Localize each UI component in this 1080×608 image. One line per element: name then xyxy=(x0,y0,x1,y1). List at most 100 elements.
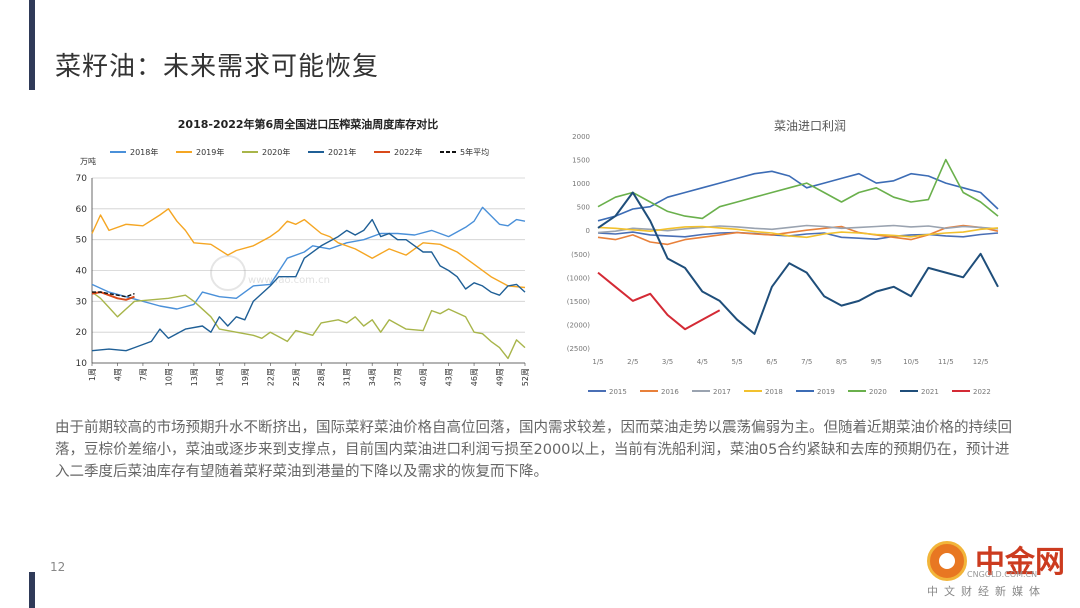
legend-item: 2022年 xyxy=(374,147,422,157)
legend-label: 2019年 xyxy=(196,147,224,157)
y-tick-label: 20 xyxy=(76,328,88,338)
x-tick-label: 4周 xyxy=(113,368,122,381)
x-tick-label: 37周 xyxy=(394,368,403,386)
import-profit-line-chart: 菜油进口利润 2000 1500 1000 500 0 (500) (1000) (1500) (… xyxy=(567,119,999,396)
x-tick-label: 31周 xyxy=(343,368,352,386)
watermark-logo-icon xyxy=(210,255,246,291)
legend-item: 2018 xyxy=(744,388,783,396)
x-tick-label: 4/5 xyxy=(697,358,708,366)
watermark-text: www.fao.com.cn xyxy=(248,275,330,286)
legend-label: 2022 xyxy=(973,388,991,396)
legend-item: 5年平均 xyxy=(440,147,489,157)
cngold-logo: 中金网 CNGOLD.COM.CN 中文财经新媒体 xyxy=(905,537,1075,607)
logo-mark-icon xyxy=(927,541,967,581)
x-tick-label: 12/5 xyxy=(973,358,989,366)
x-tick-label: 28周 xyxy=(317,368,326,386)
legend-item: 2020年 xyxy=(242,147,290,157)
x-tick-label: 1周 xyxy=(88,368,97,381)
accent-bar-bottom xyxy=(29,572,35,608)
y-tick-label: 0 xyxy=(586,227,590,235)
series-line-2021 xyxy=(597,191,999,335)
x-tick-label: 7周 xyxy=(139,368,148,381)
legend-label: 2020 xyxy=(869,388,887,396)
legend-label: 2017 xyxy=(713,388,731,396)
logo-tagline: 中文财经新媒体 xyxy=(927,585,1046,598)
x-tick-label: 10周 xyxy=(164,368,173,386)
logo-url: CNGOLD.COM.CN xyxy=(967,570,1038,579)
y-tick-label: 50 xyxy=(76,236,88,246)
y-tick-label: 1000 xyxy=(572,180,590,188)
y-tick-label: 40 xyxy=(76,267,88,277)
y-tick-label: 60 xyxy=(76,205,88,215)
series-line-2020年 xyxy=(91,291,526,360)
series-line-2021年 xyxy=(91,218,526,352)
y-tick-label: 10 xyxy=(76,359,88,369)
y-tick-label: (1500) xyxy=(567,298,591,306)
series-line-2018年 xyxy=(91,206,526,310)
y-axis-label: 万吨 xyxy=(80,156,96,166)
legend-label: 5年平均 xyxy=(460,147,489,157)
legend-label: 2015 xyxy=(609,388,627,396)
x-tick-label: 6/5 xyxy=(766,358,777,366)
x-tick-label: 19周 xyxy=(241,368,250,386)
logo-name: 中金网 xyxy=(975,545,1065,580)
y-tick-label: (2500) xyxy=(567,345,591,353)
series-line-2020 xyxy=(597,158,999,220)
accent-bar-top xyxy=(29,0,35,90)
y-tick-label: 500 xyxy=(577,204,590,212)
x-tick-label: 25周 xyxy=(292,368,301,386)
legend-label: 2022年 xyxy=(394,147,422,157)
page-number: 12 xyxy=(50,560,66,574)
legend-label: 2021年 xyxy=(328,147,356,157)
legend-item: 2021年 xyxy=(308,147,356,157)
y-tick-label: (500) xyxy=(571,251,590,259)
y-tick-label: (2000) xyxy=(567,321,591,329)
legend-label: 2020年 xyxy=(262,147,290,157)
legend-item: 2016 xyxy=(640,388,679,396)
x-tick-label: 13周 xyxy=(190,368,199,386)
x-tick-label: 9/5 xyxy=(871,358,882,366)
legend-label: 2018 xyxy=(765,388,783,396)
legend-item: 2019年 xyxy=(176,147,224,157)
legend-item: 2018年 xyxy=(110,147,158,157)
x-tick-label: 5/5 xyxy=(731,358,742,366)
x-tick-label: 11/5 xyxy=(938,358,954,366)
x-tick-label: 10/5 xyxy=(903,358,919,366)
y-tick-label: 2000 xyxy=(572,133,590,141)
chart-title: 2018-2022年第6周全国进口压榨菜油周度库存对比 xyxy=(178,117,438,131)
x-tick-label: 43周 xyxy=(445,368,454,386)
series-line-2019 xyxy=(597,170,999,222)
x-tick-label: 2/5 xyxy=(627,358,638,366)
legend-label: 2018年 xyxy=(130,147,158,157)
legend-item: 2021 xyxy=(900,388,939,396)
watermark: www.fao.com.cn xyxy=(210,255,330,291)
x-tick-label: 34周 xyxy=(368,368,377,386)
x-tick-label: 46周 xyxy=(470,368,479,386)
legend-item: 2022 xyxy=(952,388,991,396)
x-tick-label: 3/5 xyxy=(662,358,673,366)
series-line-2022 xyxy=(597,271,721,331)
x-tick-label: 49周 xyxy=(496,368,505,386)
x-tick-label: 8/5 xyxy=(836,358,847,366)
legend-label: 2019 xyxy=(817,388,835,396)
x-tick-label: 7/5 xyxy=(801,358,812,366)
legend-item: 2020 xyxy=(848,388,887,396)
legend-item: 2019 xyxy=(796,388,835,396)
legend-item: 2017 xyxy=(692,388,731,396)
y-tick-label: 70 xyxy=(76,174,88,184)
series-line-2018 xyxy=(597,225,999,239)
x-tick-label: 22周 xyxy=(266,368,275,386)
y-tick-label: 30 xyxy=(76,297,88,307)
y-tick-label: (1000) xyxy=(567,274,591,282)
legend-item: 2015 xyxy=(588,388,627,396)
series-line-2019年 xyxy=(91,208,526,289)
legend-label: 2016 xyxy=(661,388,679,396)
x-tick-label: 40周 xyxy=(419,368,428,386)
series-line-2017 xyxy=(597,224,999,234)
y-tick-label: 1500 xyxy=(572,157,590,165)
x-tick-label: 1/5 xyxy=(592,358,603,366)
x-tick-label: 16周 xyxy=(215,368,224,386)
series-line-5年平均 xyxy=(92,291,135,298)
legend-label: 2021 xyxy=(921,388,939,396)
